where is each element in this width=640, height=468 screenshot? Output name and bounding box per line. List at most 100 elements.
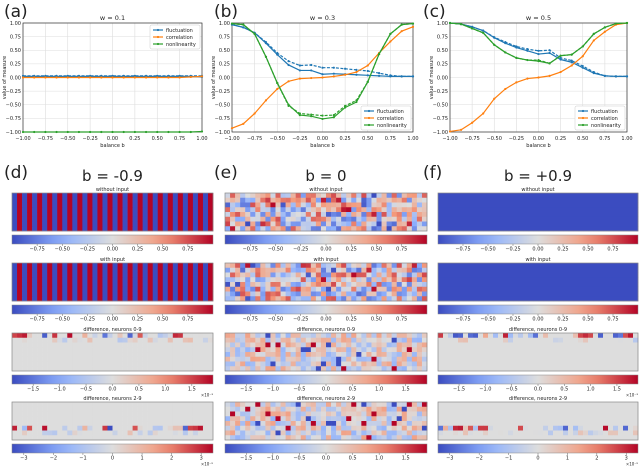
- heatmap-cell: [250, 337, 256, 343]
- heatmap-cell: [97, 430, 103, 436]
- heatmap-cell: [72, 267, 78, 273]
- heatmap-cell: [583, 207, 589, 213]
- heatmap-cell: [250, 291, 256, 297]
- heatmap-cell: [320, 430, 327, 436]
- heatmap-cell: [280, 212, 286, 218]
- heatmap-cell: [57, 361, 63, 367]
- heatmap-cell: [305, 406, 312, 412]
- heatmap-cell: [122, 221, 128, 227]
- heatmap-cell: [240, 216, 246, 222]
- heatmap-cell: [72, 207, 78, 213]
- heatmap-cell: [421, 406, 428, 412]
- heatmap-cell: [225, 277, 231, 283]
- heatmap-cell: [182, 333, 189, 339]
- heatmap-cell: [197, 342, 204, 348]
- data-point: [400, 30, 403, 33]
- heatmap-cell: [202, 356, 209, 362]
- legend-label: fluctuation: [166, 28, 193, 34]
- heatmap-cell: [167, 277, 174, 283]
- heatmap-cell: [326, 356, 332, 362]
- heatmap-cell: [598, 197, 604, 203]
- heatmap-cell: [623, 282, 629, 288]
- heatmap-cell: [127, 342, 133, 348]
- heatmap-cell: [543, 361, 549, 367]
- heatmap-cell: [255, 277, 261, 283]
- heatmap-cell: [376, 212, 382, 218]
- heatmap-cell: [270, 416, 276, 422]
- heatmap-cell: [320, 406, 327, 412]
- heatmap-title: difference, neurons 0-9: [509, 327, 567, 333]
- heatmap-cell: [628, 197, 634, 203]
- heatmap-cell: [92, 421, 98, 427]
- panel-label: (d): [4, 163, 28, 183]
- heatmap-cell: [82, 221, 88, 227]
- heatmap-cell: [453, 435, 459, 441]
- heatmap-cell: [503, 296, 509, 302]
- heatmap-cell: [52, 193, 58, 199]
- heatmap-title: difference, neurons 0-9: [83, 327, 141, 333]
- heatmap-cell: [411, 406, 418, 412]
- heatmap-cell: [102, 207, 108, 213]
- heatmap-cell: [568, 356, 574, 362]
- heatmap-cell: [488, 421, 494, 427]
- heatmap-cell: [112, 333, 118, 339]
- heatmap-cell: [147, 366, 153, 372]
- heatmap-cell: [230, 421, 236, 427]
- heatmap-cell: [391, 202, 397, 208]
- heatmap-cell: [207, 356, 214, 362]
- heatmap-cell: [27, 352, 33, 358]
- heatmap-cell: [633, 226, 639, 232]
- heatmap-cell: [235, 272, 241, 278]
- heatmap-cell: [42, 207, 48, 213]
- heatmap-cell: [401, 421, 408, 427]
- heatmap-cell: [142, 416, 148, 422]
- heatmap-cell: [478, 193, 484, 199]
- heatmap-cell: [326, 272, 332, 278]
- heatmap-cell: [578, 337, 584, 343]
- heatmap-cell: [341, 347, 347, 353]
- heatmap-cell: [366, 296, 372, 302]
- heatmap-cell: [235, 337, 241, 343]
- heatmap-cell: [177, 411, 184, 417]
- heatmap-cell: [613, 352, 619, 358]
- heatmap-cell: [473, 291, 479, 297]
- heatmap-cell: [548, 221, 554, 227]
- heatmap-cell: [285, 207, 291, 213]
- heatmap-cell: [17, 277, 23, 283]
- data-point: [144, 76, 148, 79]
- x-tick-label: −1.00: [15, 136, 30, 142]
- heatmap-cell: [82, 421, 88, 427]
- heatmap-cell: [603, 421, 609, 427]
- colorbar: [437, 234, 639, 245]
- heatmap-cell: [57, 221, 63, 227]
- heatmap-cell: [82, 361, 88, 367]
- heatmap-cell: [12, 366, 18, 372]
- heatmap-cell: [361, 291, 367, 297]
- heatmap-cell: [285, 416, 291, 422]
- heatmap-cell: [453, 356, 459, 362]
- heatmap-cell: [341, 337, 347, 343]
- heatmap-cell: [315, 411, 322, 417]
- heatmap-cell: [300, 356, 307, 362]
- heatmap-cell: [187, 286, 194, 292]
- heatmap-cell: [478, 221, 484, 227]
- heatmap-cell: [177, 342, 184, 348]
- heatmap-cell: [280, 282, 286, 288]
- heatmap-cell: [628, 416, 634, 422]
- heatmap-cell: [493, 282, 499, 288]
- heatmap-cell: [202, 197, 209, 203]
- heatmap-cell: [381, 421, 387, 427]
- heatmap-cell: [608, 425, 614, 431]
- heatmap-cell: [458, 263, 464, 269]
- heatmap-cell: [603, 402, 609, 408]
- heatmap-cell: [290, 356, 296, 362]
- heatmap-cell: [573, 216, 579, 222]
- heatmap-cell: [137, 202, 143, 208]
- heatmap-cell: [483, 216, 489, 222]
- heatmap-cell: [391, 411, 397, 417]
- heatmap-cell: [613, 282, 619, 288]
- heatmap-cell: [92, 212, 98, 218]
- heatmap-cell: [453, 366, 459, 372]
- data-point: [77, 76, 81, 79]
- heatmap-cell: [57, 197, 63, 203]
